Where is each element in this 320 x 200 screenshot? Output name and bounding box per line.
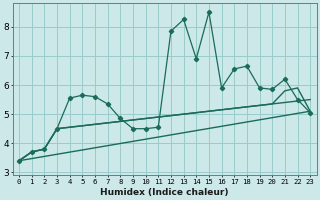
X-axis label: Humidex (Indice chaleur): Humidex (Indice chaleur) (100, 188, 229, 197)
